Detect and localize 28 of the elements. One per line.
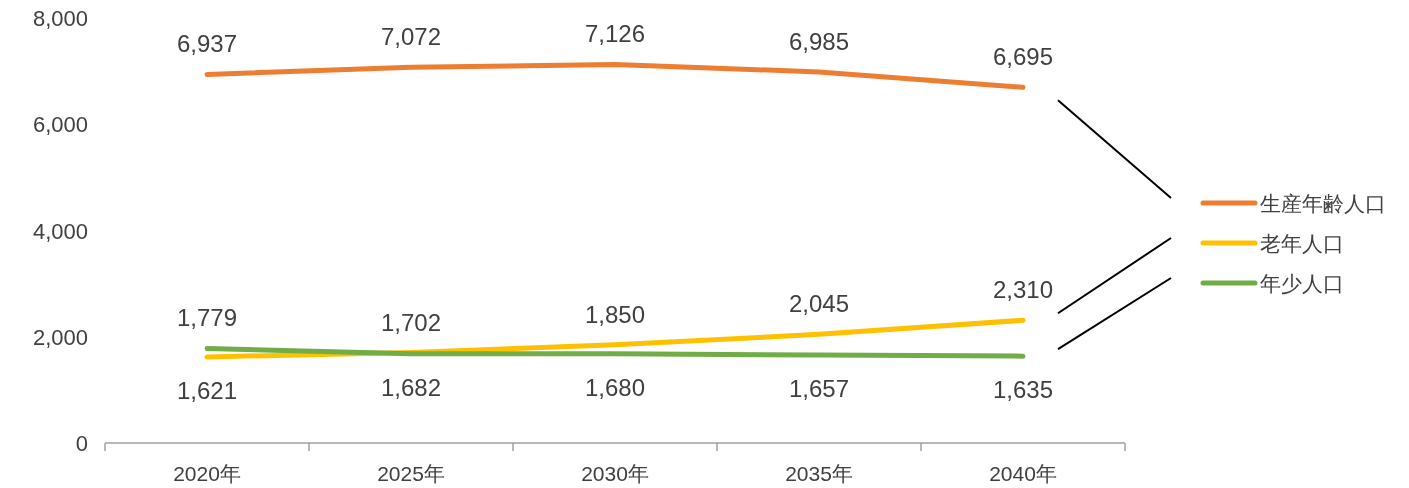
data-label: 1,635: [992, 376, 1054, 404]
data-label: 7,126: [584, 20, 646, 48]
y-tick-label: 2,000: [32, 324, 88, 350]
data-label: 1,621: [176, 376, 238, 404]
legend-label: 老年人口: [1260, 232, 1344, 255]
x-tick-label: 2020年: [173, 462, 241, 485]
y-tick-label: 6,000: [32, 112, 88, 138]
y-tick-label: 4,000: [32, 218, 88, 244]
data-label: 1,850: [584, 300, 646, 328]
x-tick-label: 2040年: [989, 462, 1057, 485]
data-label: 1,657: [788, 374, 850, 402]
data-label: 1,680: [584, 373, 646, 401]
data-label: 2,310: [992, 276, 1054, 304]
data-label: 1,682: [380, 373, 442, 401]
data-label: 1,702: [380, 308, 442, 336]
x-tick-label: 2035年: [785, 462, 853, 485]
data-label: 1,779: [176, 304, 238, 332]
legend-label: 年少人口: [1260, 272, 1344, 295]
data-label: 7,072: [380, 23, 442, 51]
x-tick-label: 2030年: [581, 462, 649, 485]
data-label: 2,045: [788, 290, 850, 318]
data-label: 6,985: [788, 27, 850, 55]
data-label: 6,695: [992, 43, 1054, 71]
x-tick-label: 2025年: [377, 462, 445, 485]
y-tick-label: 8,000: [32, 6, 88, 31]
data-label: 6,937: [176, 30, 238, 58]
legend-label: 生産年齢人口: [1260, 192, 1386, 215]
y-tick-label: 0: [75, 431, 88, 456]
